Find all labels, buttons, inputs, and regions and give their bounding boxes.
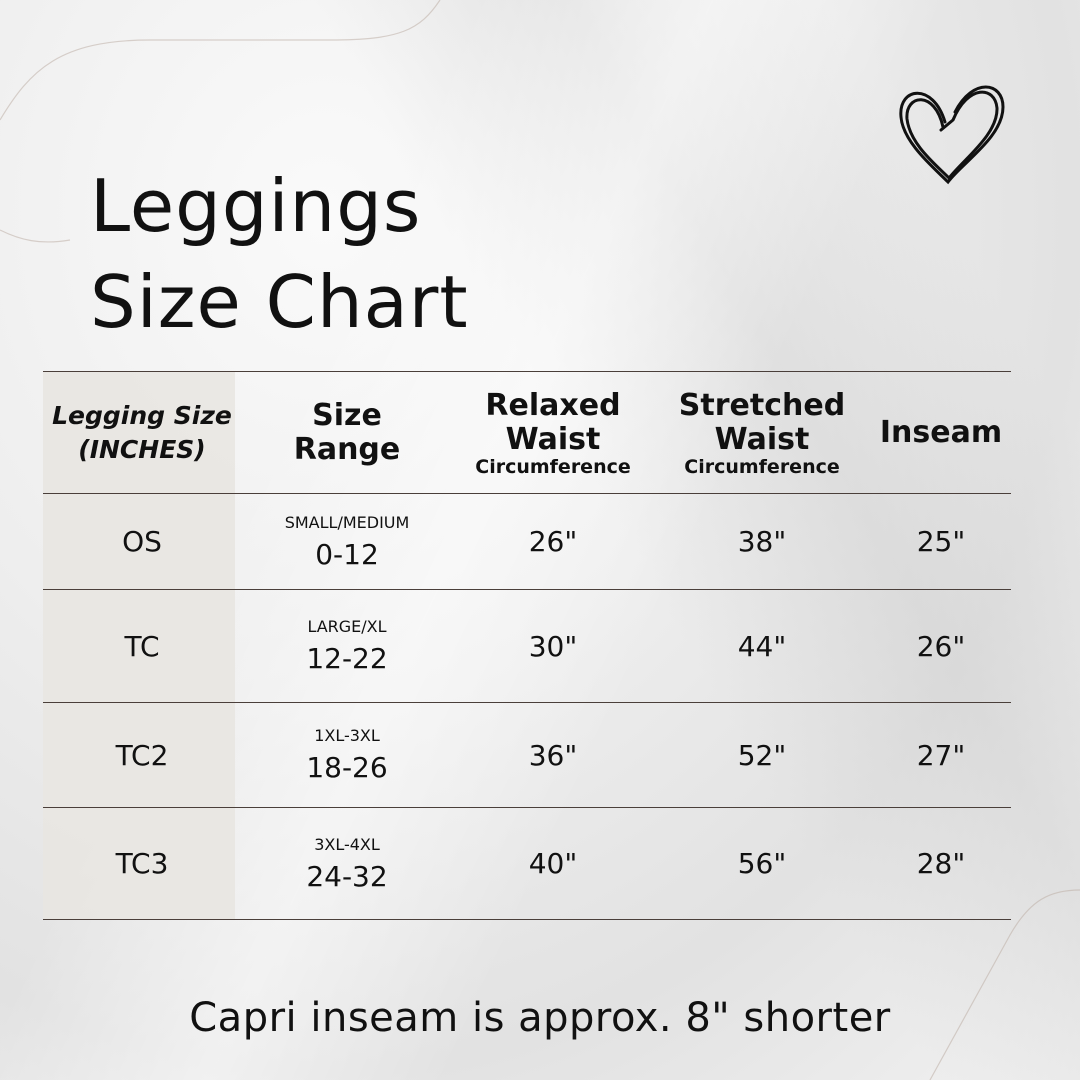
header-size-range: Size Range	[293, 397, 401, 467]
range-cell: LARGE/XL 12-22	[306, 617, 388, 675]
header-legging-size: Legging Size (INCHES)	[52, 400, 232, 464]
table-row: TC3 3XL-4XL 24-32 40" 56" 28"	[43, 807, 1011, 920]
size-cell: OS	[122, 525, 162, 558]
header-relaxed-waist: Relaxed Waist Circumference	[475, 387, 631, 478]
decorative-curve	[929, 889, 1080, 1080]
header-inseam: Inseam	[879, 414, 1003, 450]
decorative-curve	[0, 229, 71, 243]
stretched-cell: 52"	[737, 738, 787, 772]
size-cell: TC	[124, 629, 160, 663]
range-cell: SMALL/MEDIUM 0-12	[284, 512, 410, 571]
first-column-background	[43, 371, 235, 919]
stretched-cell: 38"	[737, 525, 787, 558]
stretched-cell: 56"	[737, 847, 787, 880]
table-row: OS SMALL/MEDIUM 0-12 26" 38" 25"	[43, 493, 1011, 589]
relaxed-cell: 30"	[528, 629, 578, 663]
size-cell: TC2	[115, 738, 169, 772]
page-title: Leggings Size Chart	[90, 164, 469, 344]
inseam-cell: 25"	[916, 525, 966, 558]
size-table: Legging Size (INCHES) Size Range Relaxed Wa…	[43, 371, 1011, 920]
relaxed-cell: 40"	[528, 847, 578, 880]
inseam-cell: 28"	[916, 847, 966, 880]
relaxed-cell: 26"	[528, 525, 578, 558]
range-cell: 1XL-3XL 18-26	[306, 726, 388, 784]
decorative-curve	[0, 0, 441, 121]
range-cell: 3XL-4XL 24-32	[306, 834, 388, 893]
relaxed-cell: 36"	[528, 738, 578, 772]
inseam-cell: 27"	[916, 738, 966, 772]
header-stretched-waist: Stretched Waist Circumference	[678, 387, 846, 478]
size-cell: TC3	[115, 847, 169, 880]
table-row: TC LARGE/XL 12-22 30" 44" 26"	[43, 589, 1011, 702]
table-header-row: Legging Size (INCHES) Size Range Relaxed Wa…	[43, 371, 1011, 493]
stretched-cell: 44"	[737, 629, 787, 663]
footer-note: Capri inseam is approx. 8" shorter	[189, 995, 891, 1041]
table-row: TC2 1XL-3XL 18-26 36" 52" 27"	[43, 702, 1011, 807]
inseam-cell: 26"	[916, 629, 966, 663]
heart-icon	[899, 85, 1005, 185]
